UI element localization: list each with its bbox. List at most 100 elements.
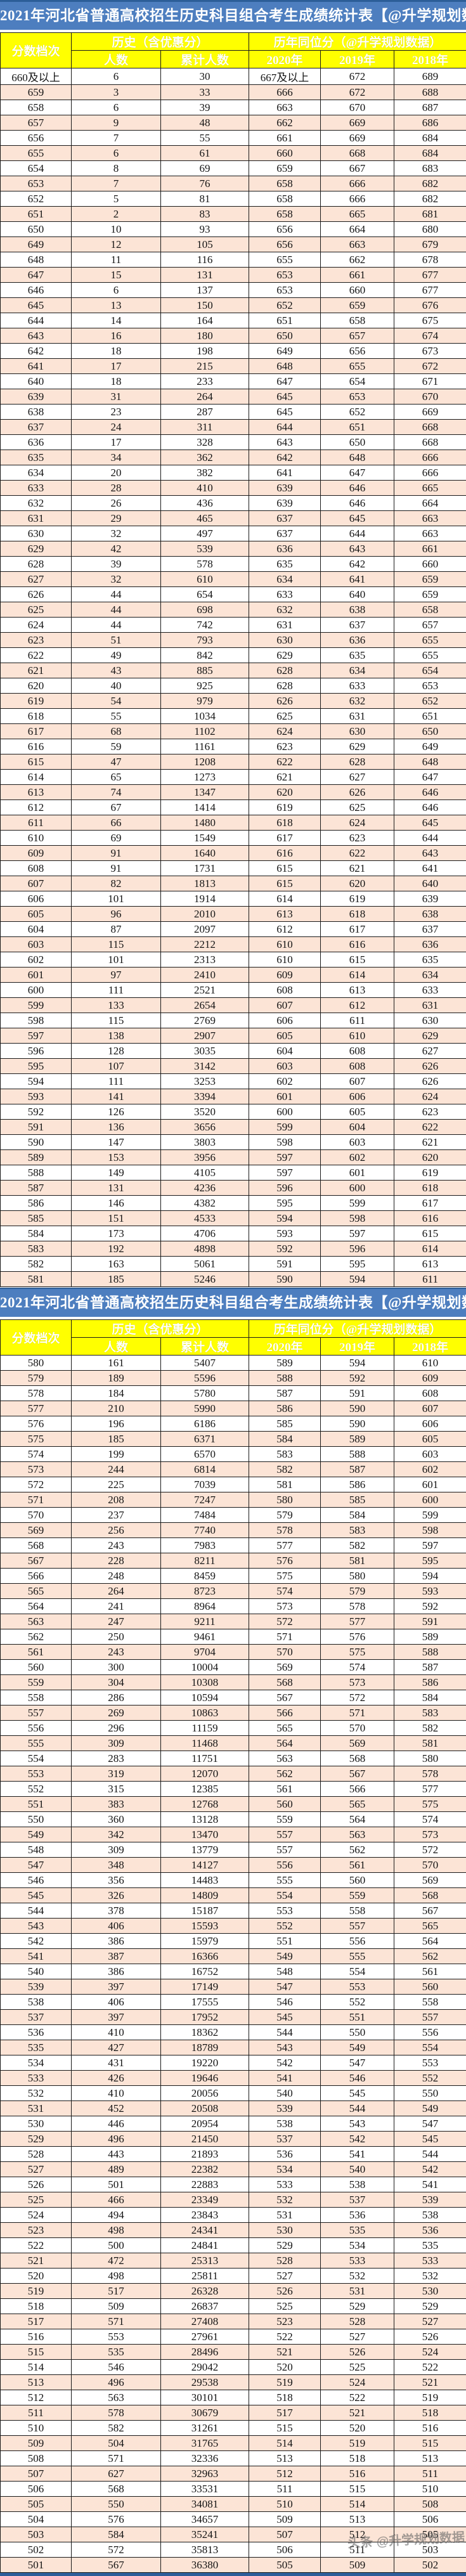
cell-count: 584 [72, 2527, 161, 2542]
header-2019: 2019年 [321, 1338, 394, 1356]
cell-2020: 557 [249, 1827, 321, 1842]
cell-count: 546 [72, 2360, 161, 2375]
header-2019: 2019年 [321, 51, 394, 68]
cell-cumulative: 578 [161, 557, 249, 572]
cell-2018: 688 [394, 85, 466, 100]
cell-2018: 603 [394, 1447, 466, 1462]
cell-2018: 577 [394, 1782, 466, 1797]
cell-count: 17 [72, 435, 161, 450]
cell-score-level: 515 [1, 2345, 72, 2360]
cell-score-level: 551 [1, 1797, 72, 1812]
cell-2020: 559 [249, 1812, 321, 1827]
cell-score-level: 548 [1, 1842, 72, 1858]
cell-cumulative: 131 [161, 268, 249, 283]
cell-2020: 509 [249, 2512, 321, 2527]
cell-2020: 632 [249, 602, 321, 618]
cell-2020: 628 [249, 678, 321, 694]
cell-score-level: 609 [1, 846, 72, 861]
cell-score-level: 632 [1, 496, 72, 511]
cell-score-level: 502 [1, 2542, 72, 2558]
cell-2018: 587 [394, 1660, 466, 1675]
cell-2019: 613 [321, 983, 394, 998]
cell-score-level: 558 [1, 1690, 72, 1705]
cell-2018: 684 [394, 146, 466, 161]
cell-count: 309 [72, 1842, 161, 1858]
cell-cumulative: 10863 [161, 1705, 249, 1721]
cell-count: 149 [72, 1165, 161, 1181]
cell-2019: 557 [321, 1919, 394, 1934]
cell-2020: 650 [249, 328, 321, 344]
cell-score-level: 585 [1, 1211, 72, 1226]
cell-count: 494 [72, 2208, 161, 2223]
cell-score-level: 605 [1, 907, 72, 922]
cell-2019: 657 [321, 328, 394, 344]
cell-2020: 662 [249, 115, 321, 131]
cell-cumulative: 27408 [161, 2314, 249, 2329]
cell-cumulative: 5990 [161, 1401, 249, 1416]
cell-cumulative: 12070 [161, 1766, 249, 1782]
cell-count: 18 [72, 374, 161, 389]
cell-2020: 553 [249, 1903, 321, 1919]
cell-score-level: 549 [1, 1827, 72, 1842]
cell-2020: 614 [249, 891, 321, 907]
cell-2018: 597 [394, 1538, 466, 1553]
cell-2018: 560 [394, 1979, 466, 1995]
cell-2018: 639 [394, 891, 466, 907]
cell-2020: 656 [249, 222, 321, 237]
cell-count: 572 [72, 2542, 161, 2558]
cell-2018: 541 [394, 2177, 466, 2192]
cell-count: 571 [72, 2451, 161, 2466]
cell-cumulative: 8964 [161, 1599, 249, 1614]
cell-2019: 600 [321, 1181, 394, 1196]
cell-count: 576 [72, 2512, 161, 2527]
cell-cumulative: 311 [161, 420, 249, 435]
cell-count: 446 [72, 2116, 161, 2132]
cell-count: 101 [72, 891, 161, 907]
cell-score-level: 647 [1, 268, 72, 283]
cell-cumulative: 26328 [161, 2284, 249, 2299]
cell-2019: 522 [321, 2390, 394, 2405]
cell-2019: 518 [321, 2451, 394, 2466]
cell-2020: 527 [249, 2269, 321, 2284]
cell-cumulative: 16752 [161, 1964, 249, 1979]
cell-2018: 605 [394, 1432, 466, 1447]
cell-count: 6 [72, 146, 161, 161]
cell-2019: 627 [321, 770, 394, 785]
cell-count: 13 [72, 298, 161, 313]
cell-2019: 597 [321, 1226, 394, 1241]
cell-cumulative: 2654 [161, 998, 249, 1013]
cell-2019: 555 [321, 1949, 394, 1964]
cell-2020: 629 [249, 648, 321, 663]
cell-2018: 538 [394, 2208, 466, 2223]
cell-count: 535 [72, 2345, 161, 2360]
cell-count: 126 [72, 1104, 161, 1120]
cell-count: 74 [72, 785, 161, 800]
cell-2019: 670 [321, 100, 394, 115]
cell-count: 184 [72, 1386, 161, 1401]
cell-2020: 626 [249, 694, 321, 709]
cell-2018: 671 [394, 374, 466, 389]
cell-score-level: 528 [1, 2147, 72, 2162]
cell-count: 498 [72, 2269, 161, 2284]
cell-2020: 596 [249, 1181, 321, 1196]
cell-cumulative: 14809 [161, 1888, 249, 1903]
cell-cumulative: 12385 [161, 1782, 249, 1797]
cell-2018: 591 [394, 1614, 466, 1629]
cell-2019: 634 [321, 663, 394, 678]
cell-cumulative: 20508 [161, 2101, 249, 2116]
cell-score-level: 649 [1, 237, 72, 252]
cell-2020: 653 [249, 283, 321, 298]
cell-2019: 628 [321, 754, 394, 770]
cell-2018: 532 [394, 2269, 466, 2284]
cell-2019: 594 [321, 1272, 394, 1287]
